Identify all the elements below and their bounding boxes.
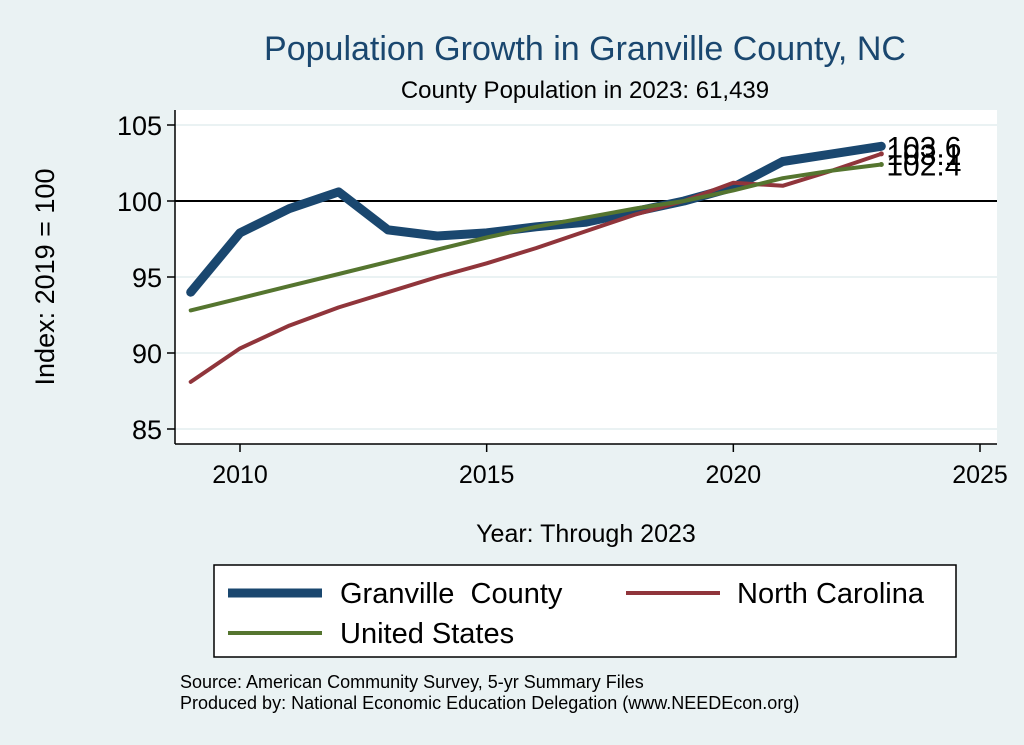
- y-tick-label: 105: [117, 111, 162, 141]
- source-line: Source: American Community Survey, 5-yr …: [180, 672, 644, 692]
- legend: Granville County North Carolina United Sta…: [213, 564, 957, 658]
- y-tick-label: 100: [117, 187, 162, 217]
- end-value-label-1: 103.1: [886, 139, 961, 172]
- end-value-label-2: 102.4: [886, 150, 961, 183]
- x-tick-label: 2020: [706, 461, 762, 489]
- x-tick-label: 2015: [459, 461, 515, 489]
- producer-line: Produced by: National Economic Education…: [180, 693, 800, 713]
- x-tick-label: 2010: [212, 461, 268, 489]
- series-end-marker-1: [878, 151, 884, 157]
- series-line-1: [188, 151, 884, 384]
- series-end-marker-0: [878, 143, 884, 149]
- series-group: [186, 141, 886, 384]
- chart-title: Population Growth in Granville County, N…: [264, 30, 906, 68]
- legend-label-1: North Carolina: [737, 578, 925, 610]
- series-line-2: [188, 162, 884, 313]
- chart-subtitle: County Population in 2023: 61,439: [401, 77, 769, 104]
- x-axis-label: Year: Through 2023: [476, 520, 696, 548]
- y-tick-label: 95: [132, 263, 162, 293]
- y-axis-label: Index: 2019 = 100: [30, 169, 60, 386]
- legend-label-2: United States: [340, 618, 514, 650]
- x-tick-label: 2025: [952, 461, 1008, 489]
- axes: 85 90 95 100 105 2010 2015 2020 2025: [117, 110, 1008, 489]
- legend-label-0: Granville County: [340, 578, 563, 610]
- y-tick-label: 85: [132, 415, 162, 445]
- legend-box: [213, 564, 957, 658]
- end-value-label-0: 103.6: [886, 131, 961, 164]
- y-tick-label: 90: [132, 339, 162, 369]
- series-end-marker-2: [878, 162, 884, 168]
